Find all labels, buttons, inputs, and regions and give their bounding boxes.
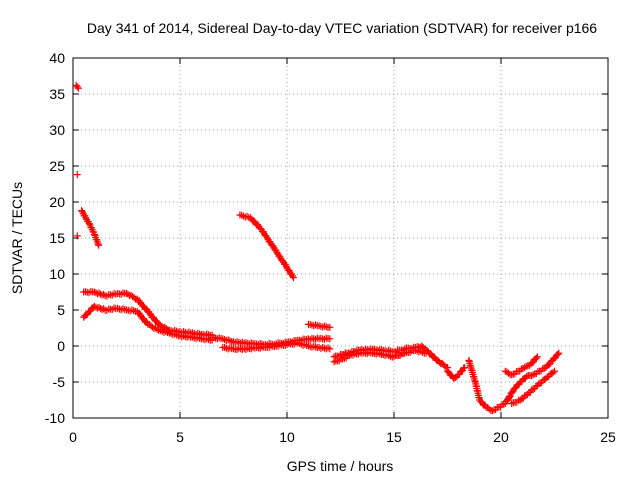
data-point-offset-12h	[312, 321, 320, 329]
data-point-recovery-20h	[505, 393, 513, 401]
y-tick-label: 20	[49, 194, 65, 210]
data-point-early-decline	[90, 230, 98, 238]
ticks-layer: 0 5 10 15 20 25 -10 -5 0 5 10 15 20 25 30 35 40	[45, 50, 616, 445]
data-point-recovery-20h-lower	[549, 369, 557, 377]
data-point-upper-band	[124, 290, 132, 298]
y-tick-label: 35	[49, 86, 65, 102]
data-point-upper-band	[117, 290, 125, 298]
data-point-mid-band-low	[324, 344, 332, 352]
y-tick-label: 30	[49, 122, 65, 138]
data-point-recovery-20h	[529, 371, 537, 379]
data-point-lower-band	[103, 307, 111, 315]
data-point-start-cluster-high	[74, 84, 82, 92]
data-point-late-band-low	[390, 353, 398, 361]
y-tick-label: 25	[49, 158, 65, 174]
data-point-early-decline	[78, 207, 86, 215]
y-tick-label: 10	[49, 266, 65, 282]
data-point-late-band-low	[422, 349, 430, 357]
data-point-recovery-20h-upper	[532, 354, 540, 362]
y-tick-label: -5	[53, 374, 66, 390]
chart-title: Day 341 of 2014, Sidereal Day-to-day VTE…	[87, 20, 597, 36]
data-point-mid-band-low	[310, 342, 318, 350]
data-point-upper-band	[90, 288, 98, 296]
data-point-upper-band	[85, 289, 93, 297]
x-tick-label: 25	[600, 429, 616, 445]
data-point-offset-12h	[326, 323, 334, 331]
data-point-upper-band	[103, 292, 111, 300]
data-point-recovery-20h-lower	[508, 400, 516, 408]
data-point-mid-band	[215, 334, 223, 342]
data-point-early-decline	[82, 214, 90, 222]
data-point-recovery-20h-upper	[504, 369, 512, 377]
x-tick-label: 15	[386, 429, 402, 445]
data-point-late-band-low	[339, 355, 347, 363]
data-point-lower-band	[203, 335, 211, 343]
x-axis-label: GPS time / hours	[287, 458, 394, 474]
x-tick-label: 20	[493, 429, 509, 445]
data-point-early-decline	[85, 220, 93, 228]
data-point-offset-12h	[320, 322, 328, 330]
data-point-start-isolated	[73, 171, 81, 179]
y-tick-label: 5	[57, 302, 65, 318]
data-point-dip-19h	[485, 405, 493, 413]
data-point-recovery-20h-upper	[508, 371, 516, 379]
y-axis-label: SDTVAR / TECUs	[9, 182, 25, 294]
data-point-dip-19h	[488, 407, 496, 415]
data-point-descent-17h	[461, 364, 469, 372]
data-point-recovery-20h-lower	[551, 367, 558, 375]
x-tick-label: 5	[176, 429, 184, 445]
x-tick-label: 10	[279, 429, 295, 445]
data-point-mid-band-low	[242, 346, 250, 354]
data-point-recovery-20h-upper	[533, 353, 541, 361]
data-point-mid-band-low	[326, 345, 334, 353]
data-point-mid-band	[247, 339, 255, 347]
data-point-early-decline	[95, 241, 103, 249]
data-point-lower-band	[148, 323, 156, 331]
data-point-arc-8h-to-10h	[289, 272, 297, 280]
data-point-recovery-20h	[555, 349, 563, 357]
data-point-start-cluster-high	[73, 83, 81, 91]
y-tick-label: 15	[49, 230, 65, 246]
data-point-mid-band	[326, 335, 334, 343]
grid-layer	[73, 58, 608, 418]
y-tick-label: -10	[45, 410, 65, 426]
data-point-lower-band	[108, 306, 116, 314]
data-point-early-decline	[94, 240, 102, 248]
data-point-lower-band	[128, 306, 136, 314]
data-point-mid-band	[238, 338, 246, 346]
y-tick-label: 40	[49, 50, 65, 66]
data-point-lower-band	[119, 305, 127, 313]
y-tick-label: 0	[57, 338, 65, 354]
data-point-late-band-low	[376, 350, 384, 358]
data-point-late-band-low	[330, 358, 338, 366]
data-point-arc-8h-to-10h	[289, 274, 297, 282]
data-point-recovery-20h	[554, 350, 562, 358]
data-point-upper-band	[108, 291, 116, 299]
data-marks-layer	[72, 81, 563, 415]
data-point-late-band-low	[385, 351, 393, 359]
data-point-mid-band	[219, 335, 227, 343]
data-point-upper-band	[130, 294, 138, 302]
data-point-lower-band	[153, 325, 161, 333]
data-point-mid-band-low	[226, 344, 234, 352]
x-tick-label: 0	[69, 429, 77, 445]
